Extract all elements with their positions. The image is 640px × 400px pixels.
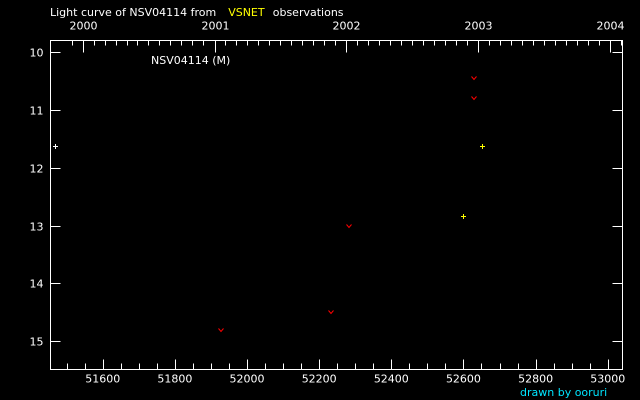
fainter-than-observation-point xyxy=(346,224,352,229)
fainter-than-observation-point xyxy=(471,76,477,81)
top-year-label: 2003 xyxy=(465,20,493,33)
positive-observation-point xyxy=(461,214,466,219)
fainter-than-observation-point xyxy=(328,310,334,315)
positive-observation-point xyxy=(53,144,58,149)
top-year-label: 2004 xyxy=(597,20,625,33)
x-tick-label: 51800 xyxy=(157,373,192,386)
top-year-label: 2000 xyxy=(70,20,98,33)
top-year-label: 2002 xyxy=(333,20,361,33)
fainter-than-observation-point xyxy=(471,96,477,101)
plot-frame xyxy=(50,40,623,370)
positive-observation-point xyxy=(480,144,485,149)
y-tick-label: 10 xyxy=(30,47,44,60)
x-tick-label: 52000 xyxy=(230,373,265,386)
chart-title: Light curve of NSV04114 from VSNET observa… xyxy=(50,6,344,19)
top-year-label: 2001 xyxy=(202,20,230,33)
y-tick-label: 14 xyxy=(30,278,44,291)
y-tick-label: 11 xyxy=(30,105,44,118)
y-tick-label: 12 xyxy=(30,163,44,176)
x-tick-label: 52800 xyxy=(518,373,553,386)
fainter-than-observation-point xyxy=(218,328,224,333)
x-tick-label: 53000 xyxy=(590,373,625,386)
y-tick-label: 15 xyxy=(30,336,44,349)
chart-title-prefix: Light curve of NSV04114 from xyxy=(50,6,216,19)
credit-label: drawn by ooruri xyxy=(520,386,607,399)
star-label: NSV04114 (M) xyxy=(151,54,230,67)
chart-title-suffix: observations xyxy=(273,6,344,19)
y-tick-label: 13 xyxy=(30,221,44,234)
x-tick-label: 51600 xyxy=(85,373,120,386)
x-tick-label: 52200 xyxy=(302,373,337,386)
chart-title-source: VSNET xyxy=(228,6,265,19)
x-tick-label: 52400 xyxy=(374,373,409,386)
x-tick-label: 52600 xyxy=(446,373,481,386)
